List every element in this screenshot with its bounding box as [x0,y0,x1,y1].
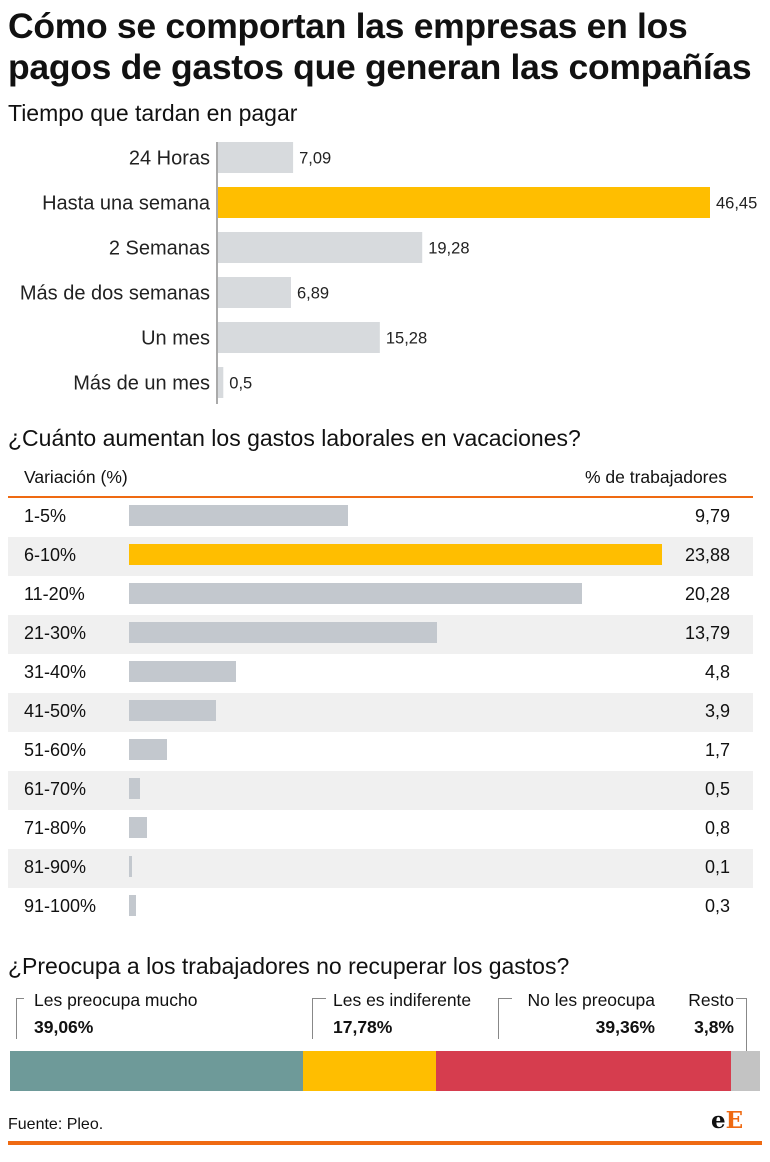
leader-line [16,998,24,1039]
value-label: 46,45 [716,195,757,213]
bar [129,895,136,916]
concern-name: Les es indiferente [333,990,472,1010]
concern-percent: 17,78% [333,1017,393,1037]
value-label: 19,28 [428,240,469,258]
concern-label-1: Les preocupa mucho 39,06% [34,990,197,1038]
value-label: 3,9 [704,701,730,721]
variation-label: 91-100% [24,896,97,916]
category-label: 24 Horas [129,148,210,170]
stack-segment [302,1051,437,1091]
category-label: Hasta una semana [42,193,211,215]
table-row: 31-40% 4,8 [8,654,753,693]
variation-label: 1-5% [24,506,67,526]
table-row: 11-20% 20,28 [8,576,753,615]
concern-label-4: Resto 3,8% [660,990,734,1038]
variation-label: 51-60% [24,740,87,760]
value-label: 7,09 [299,150,331,168]
bar [129,661,237,682]
leader-line [498,998,512,1039]
value-label: 0,5 [229,375,252,393]
bar [129,856,132,877]
bar [129,544,662,565]
variation-label: 81-90% [24,857,87,877]
bar [129,583,582,604]
concern-label-2: Les es indiferente 17,78% [333,990,471,1038]
table-row: 71-80% 0,8 [8,810,753,849]
value-label: 15,28 [386,330,427,348]
concern-percent: 3,8% [694,1017,734,1037]
variation-label: 31-40% [24,662,87,682]
bar [218,232,423,263]
expense-increase-chart: 1-5% 9,79 6-10% 23,88 11-20% 20,28 21-30% 13,79… [8,498,753,927]
bar [218,367,224,398]
table-row: 1-5% 9,79 [8,498,753,537]
concern-name: Resto [688,990,734,1010]
section-title-payment-time: Tiempo que tardan en pagar [8,100,298,126]
variation-label: 41-50% [24,701,87,721]
table-row: 51-60% 1,7 [8,732,753,771]
category-label: Más de dos semanas [20,283,210,305]
concern-stacked-bar [10,1051,760,1091]
value-label: 0,8 [704,818,730,838]
value-label: 6,89 [297,285,329,303]
page-title: Cómo se comportan las empresas en los pa… [8,6,752,87]
concern-percent: 39,36% [595,1017,655,1037]
payment-time-chart: 24 Horas 7,09 Hasta una semana 46,45 2 Seman… [20,142,757,404]
value-label: 0,3 [704,896,730,916]
leader-line [736,998,747,1051]
bar [129,739,167,760]
concern-legend: Les preocupa mucho 39,06% Les es indifer… [0,990,770,1052]
variation-label: 6-10% [24,545,77,565]
bar [129,817,147,838]
category-label: Más de un mes [73,373,210,395]
bar [129,700,217,721]
leader-line [312,998,326,1039]
stack-segment [436,1051,732,1091]
stack-segment [731,1051,760,1091]
value-label: 0,5 [704,779,730,799]
value-label: 13,79 [684,623,730,643]
concern-name: Les preocupa mucho [34,990,198,1010]
brand-logo: eE [711,1107,744,1134]
value-label: 9,79 [694,506,730,526]
stack-segment [10,1051,303,1091]
bar [129,778,141,799]
value-label: 20,28 [684,584,730,604]
value-label: 0,1 [704,857,730,877]
bar [218,277,291,308]
workers-column-header: % de trabajadores [584,467,727,487]
bar [129,622,437,643]
value-label: 4,8 [704,662,730,682]
bar [218,142,294,173]
table-row: 91-100% 0,3 [8,888,753,927]
table-row: 21-30% 13,79 [8,615,753,654]
value-label: 1,7 [704,740,730,760]
variation-label: 21-30% [24,623,87,643]
source-note: Fuente: Pleo. [8,1116,104,1133]
concern-name: No les preocupa [527,990,655,1010]
variation-label: 11-20% [24,584,85,604]
footer-rule [8,1141,762,1145]
table-row: 61-70% 0,5 [8,771,753,810]
variation-column-header: Variación (%) [24,467,128,487]
table-row: 81-90% 0,1 [8,849,753,888]
variation-label: 71-80% [24,818,87,838]
concern-percent: 39,06% [34,1017,94,1037]
expense-table-header: Variación (%) % de trabajadores [8,460,753,498]
bar [218,187,710,218]
bar [218,322,380,353]
category-label: 2 Semanas [109,238,210,260]
section-title-concern: ¿Preocupa a los trabajadores no recupera… [8,953,570,979]
bar [129,505,348,526]
value-label: 23,88 [684,545,730,565]
category-label: Un mes [141,328,210,350]
section-title-expense-increase: ¿Cuánto aumentan los gastos laborales en… [8,425,581,451]
variation-label: 61-70% [24,779,87,799]
concern-label-3: No les preocupa 39,36% [500,990,655,1038]
table-row: 6-10% 23,88 [8,537,753,576]
table-row: 41-50% 3,9 [8,693,753,732]
